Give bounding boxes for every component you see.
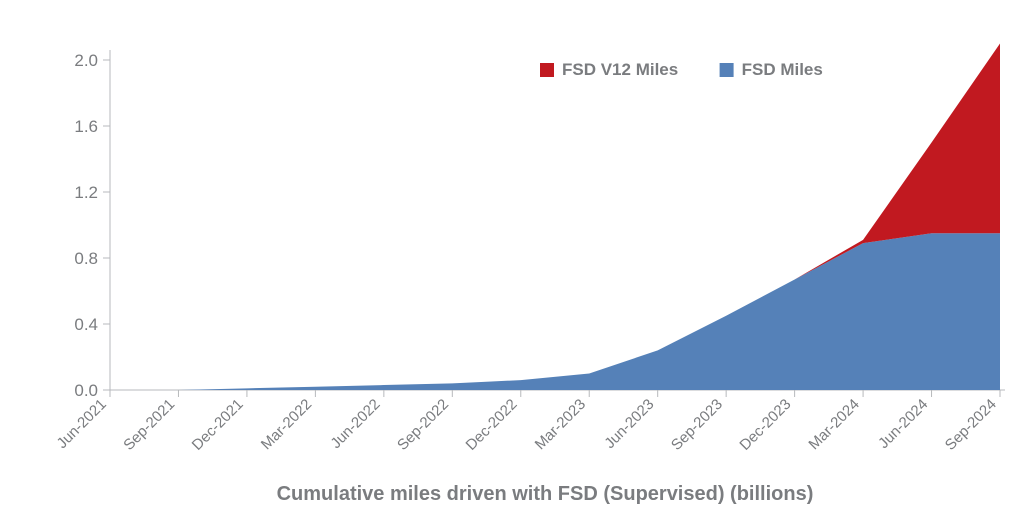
y-axis-ticks: 0.0 0.4 0.8 1.2 1.6 2.0 [74, 51, 110, 400]
legend: FSD V12 Miles FSD Miles [540, 60, 823, 79]
legend-label: FSD Miles [742, 60, 823, 79]
x-tick-label: Dec-2023 [736, 396, 794, 454]
x-tick-label: Jun-2024 [875, 396, 931, 452]
x-tick-label: Jun-2021 [54, 396, 110, 452]
x-tick-label: Sep-2023 [668, 396, 726, 454]
y-tick-label: 1.2 [74, 183, 98, 202]
x-axis-ticks: Jun-2021Sep-2021Dec-2021Mar-2022Jun-2022… [54, 390, 1000, 454]
x-tick-label: Dec-2021 [189, 396, 247, 454]
legend-swatch [720, 63, 734, 77]
legend-label: FSD V12 Miles [562, 60, 678, 79]
chart-caption: Cumulative miles driven with FSD (Superv… [277, 483, 814, 505]
chart-container: 0.00.40.81.21.62.0 Jun-2021Sep-2021Dec-2… [0, 0, 1024, 522]
y-tick-label: 1.6 [74, 117, 98, 136]
y-tick-label: 0.4 [74, 315, 98, 334]
x-tick-label: Mar-2023 [532, 396, 589, 453]
y-tick-label: 2.0 [74, 51, 98, 70]
x-tick-label: Dec-2022 [463, 396, 521, 454]
y-tick-label: 0.8 [74, 249, 98, 268]
x-tick-label: Sep-2021 [120, 396, 178, 454]
x-tick-label: Mar-2022 [258, 396, 315, 453]
legend-swatch [540, 63, 554, 77]
stacked-areas [110, 44, 1000, 391]
y-tick-label: 0.0 [74, 381, 98, 400]
x-tick-label: Jun-2023 [601, 396, 657, 452]
x-tick-label: Sep-2022 [394, 396, 452, 454]
area-series [110, 233, 1000, 390]
x-tick-label: Sep-2024 [942, 396, 1000, 454]
x-tick-label: Jun-2022 [327, 396, 383, 452]
area-chart-svg: 0.00.40.81.21.62.0 Jun-2021Sep-2021Dec-2… [0, 0, 1024, 522]
x-tick-label: Mar-2024 [805, 396, 862, 453]
